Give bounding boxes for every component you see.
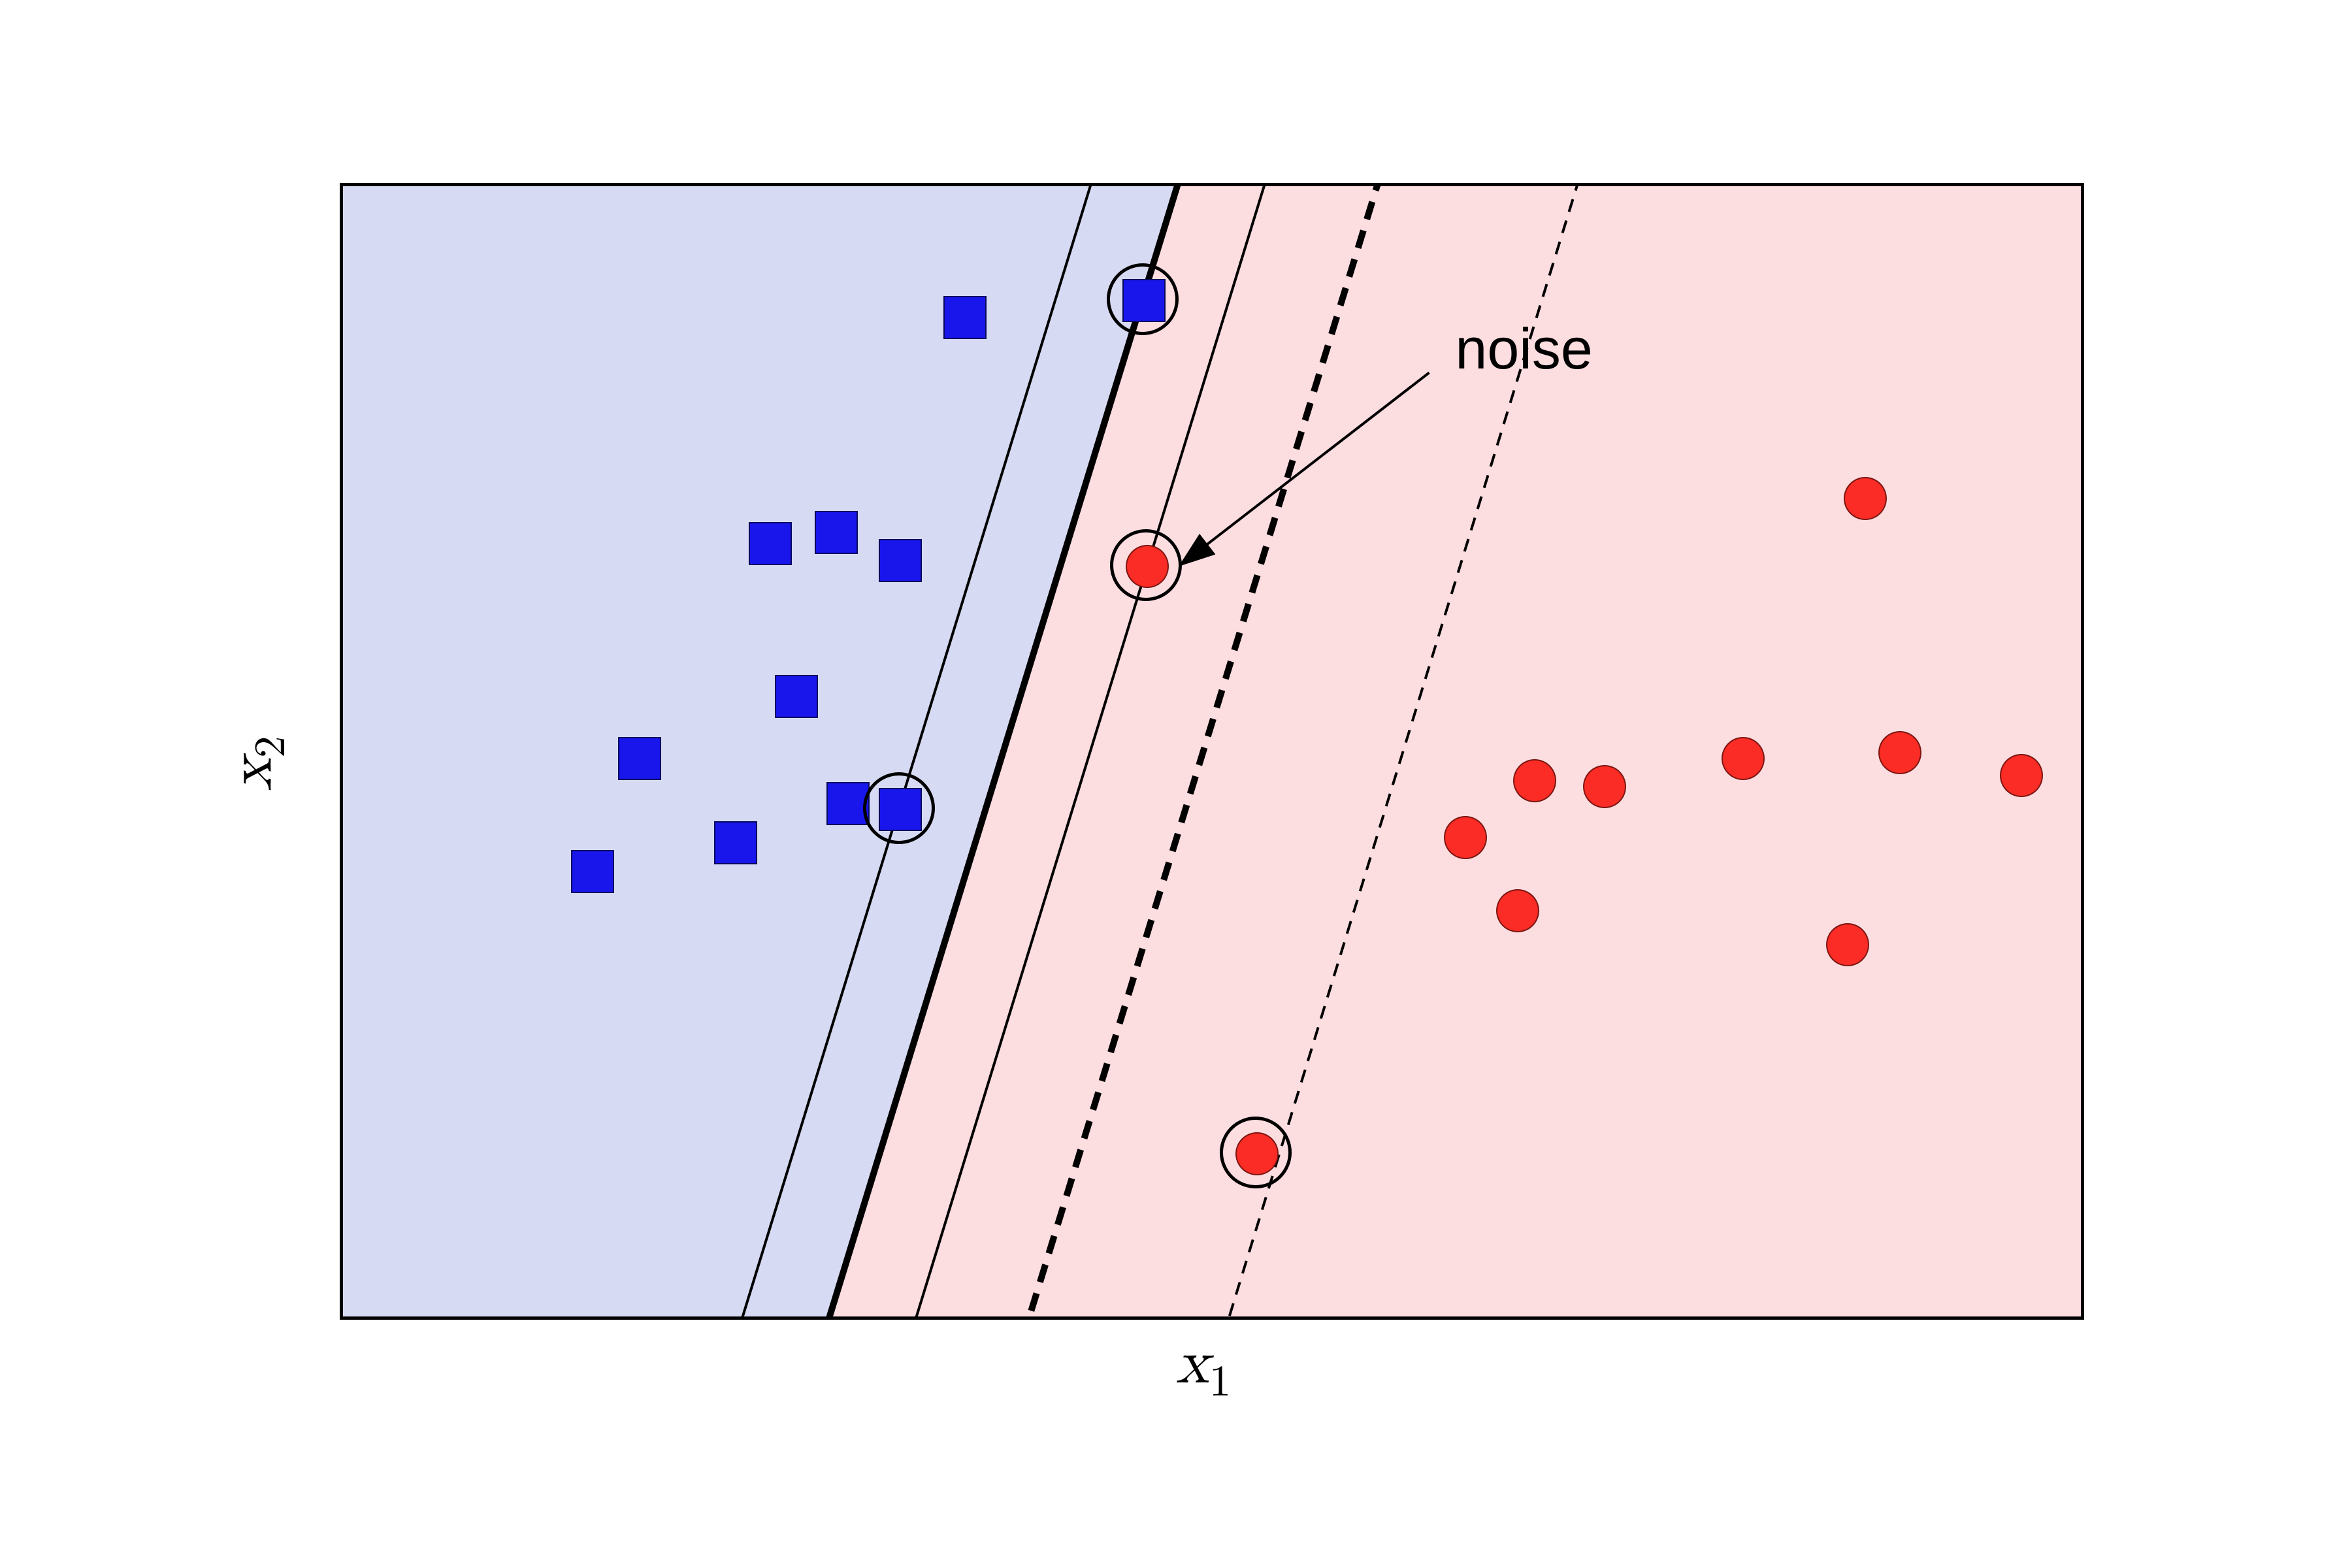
svm-chart: noise x1 x2	[0, 0, 2352, 1568]
plot-area: noise	[340, 183, 2084, 1320]
noise-arrow	[1181, 372, 1429, 564]
x-axis-label: x1	[1176, 1326, 1231, 1409]
y-axis-label: x2	[215, 736, 298, 791]
annotation-arrow	[343, 186, 2081, 1316]
noise-label: noise	[1455, 316, 1592, 382]
